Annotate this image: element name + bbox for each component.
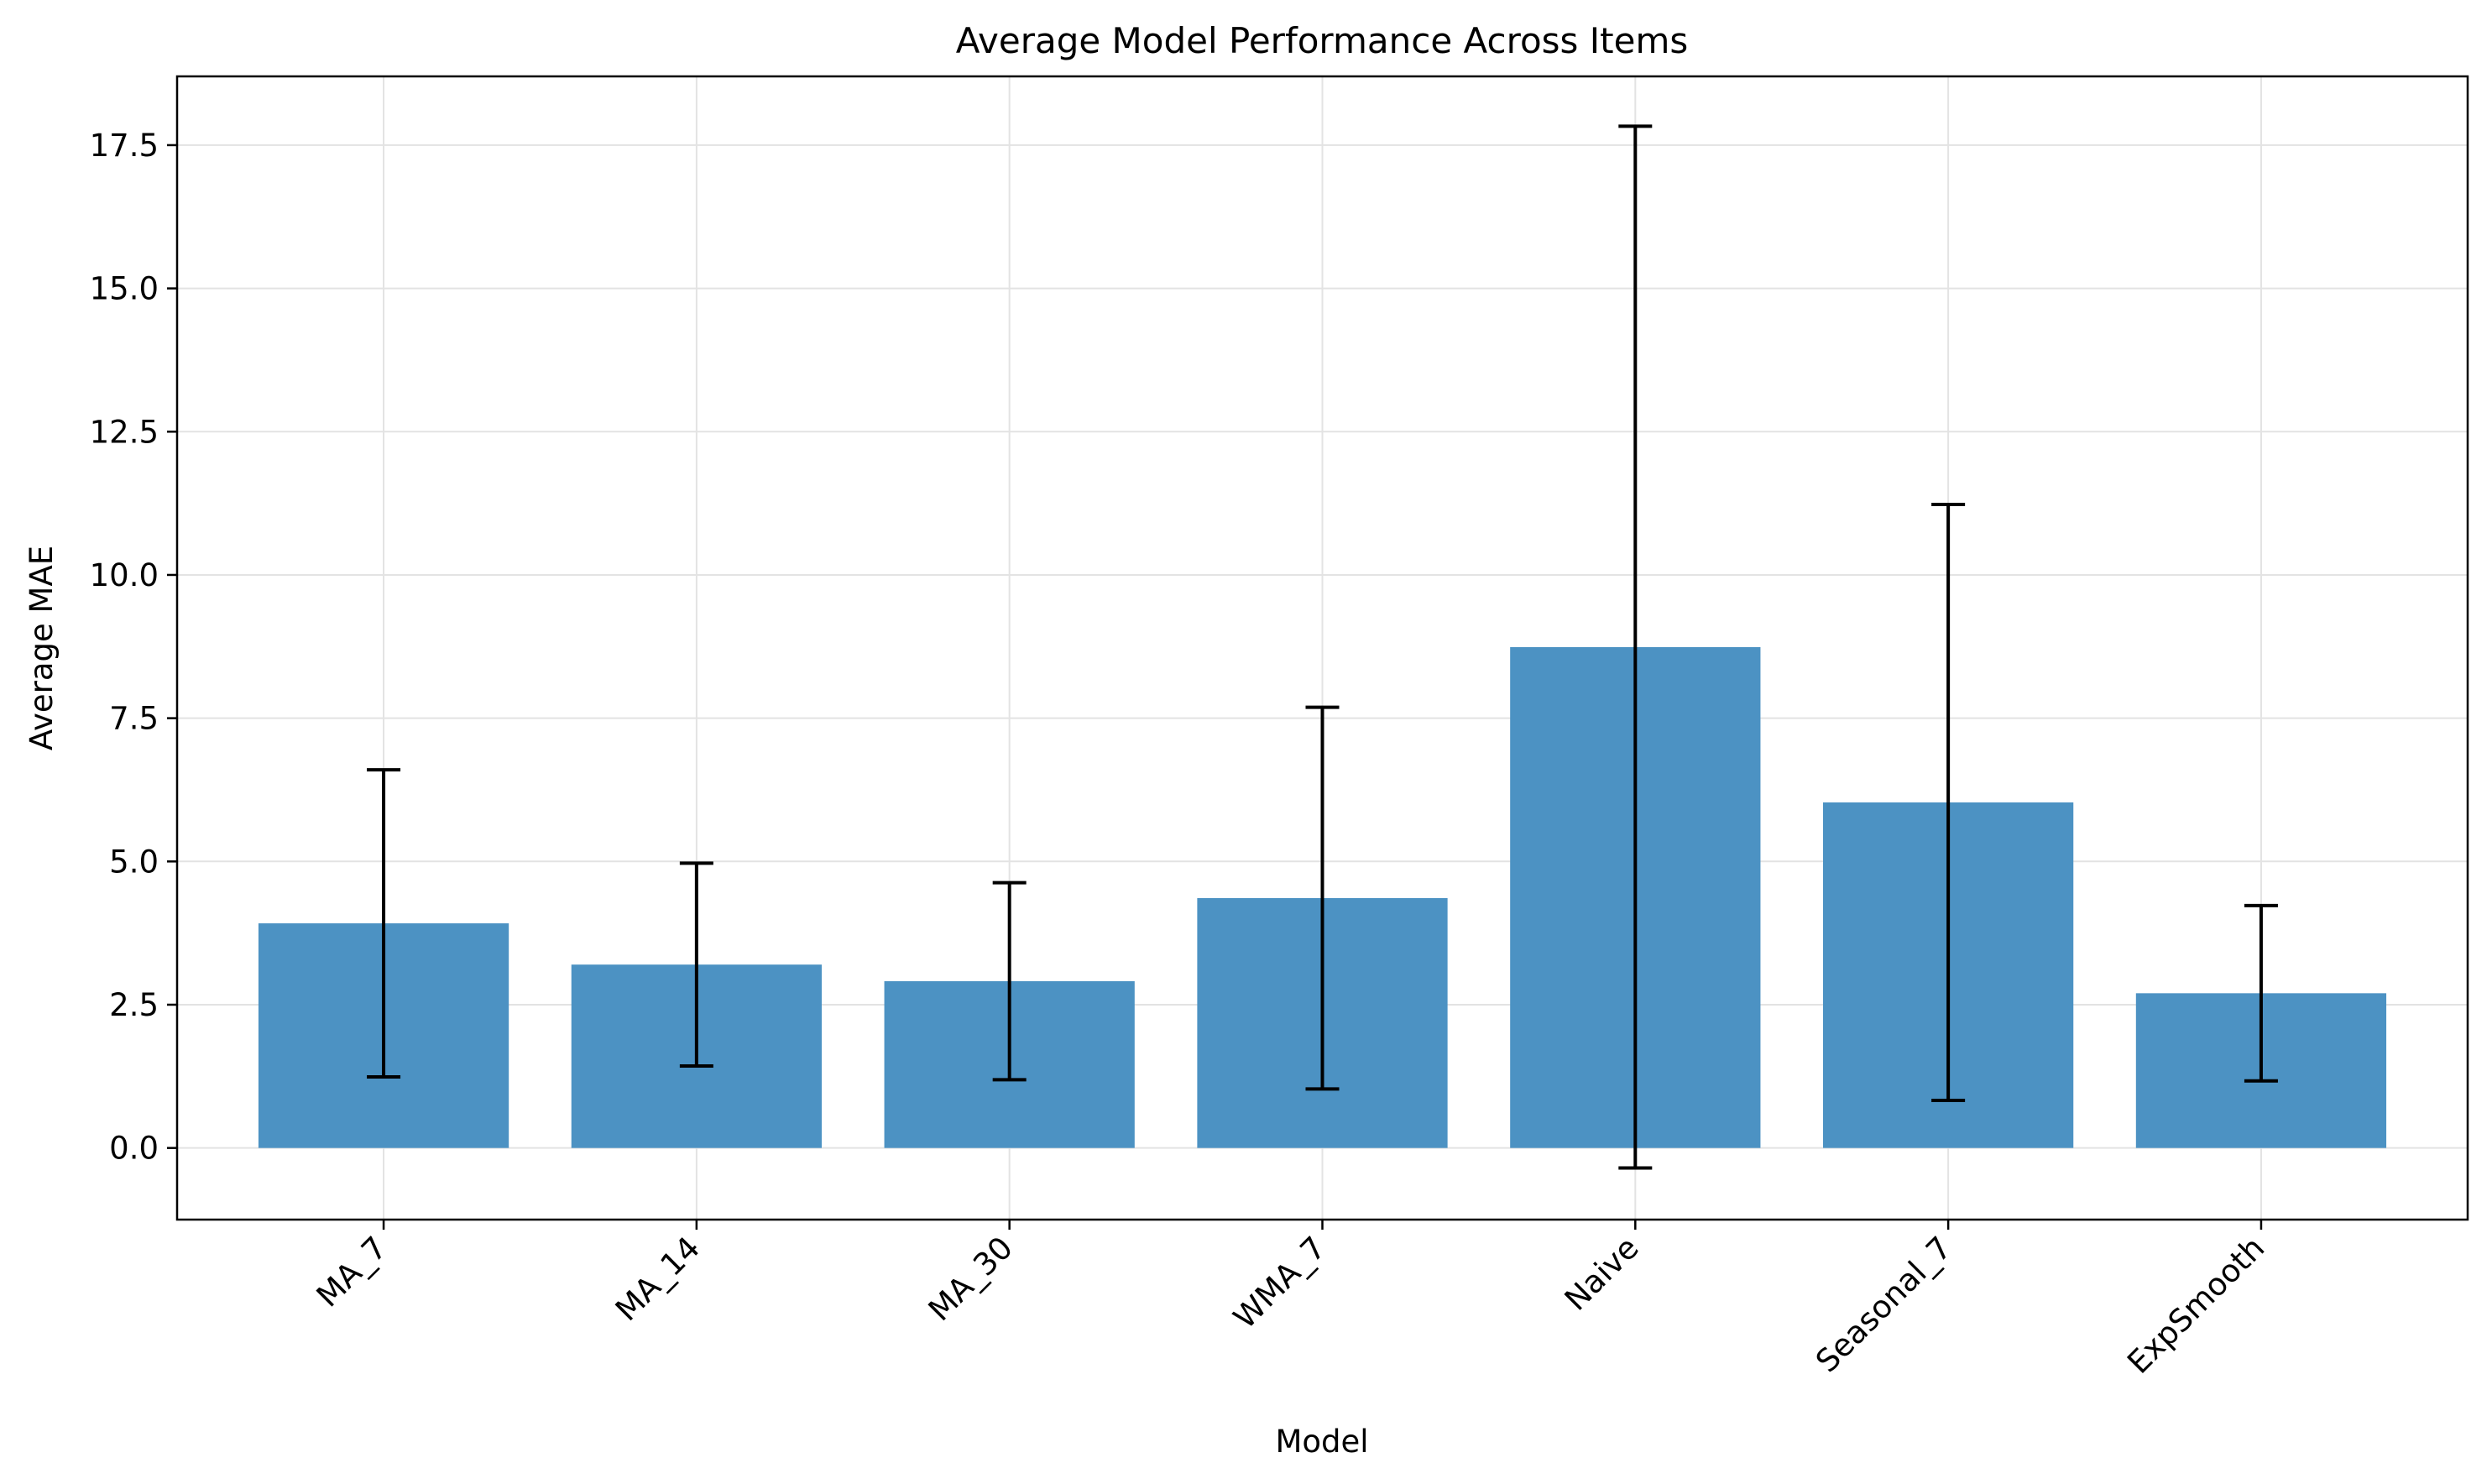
error-bars (367, 124, 2278, 1170)
y-tick-label: 15.0 (90, 271, 159, 307)
y-tick-label: 5.0 (109, 844, 159, 880)
y-tick-label: 2.5 (109, 987, 159, 1023)
chart-title: Average Model Performance Across Items (956, 20, 1689, 61)
y-tick-label: 10.0 (90, 557, 159, 593)
y-tick-label: 17.5 (90, 128, 159, 164)
y-tick-label: 7.5 (109, 701, 159, 737)
y-tick-label: 0.0 (109, 1131, 159, 1167)
y-axis-label: Average MAE (24, 546, 60, 750)
bars (258, 646, 2387, 1148)
y-axis: 0.0 2.5 5.0 7.5 10.0 12.5 15.0 17.5 (90, 128, 177, 1167)
x-axis-label: Model (1275, 1424, 1368, 1460)
y-tick-label: 12.5 (90, 414, 159, 450)
